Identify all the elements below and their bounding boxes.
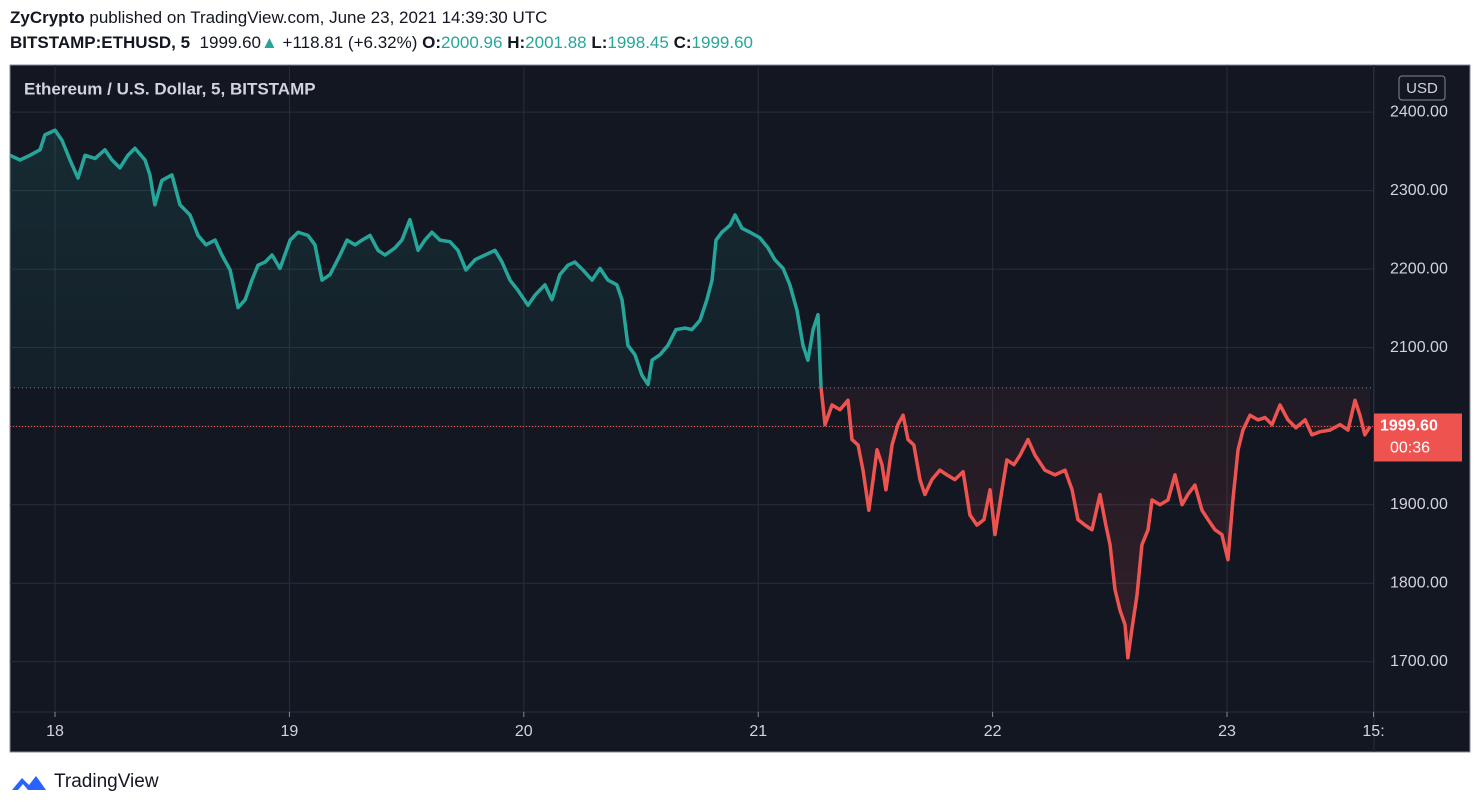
x-tick-label: 18	[46, 723, 64, 740]
author: ZyCrypto	[10, 8, 85, 27]
close: 1999.60	[691, 33, 753, 52]
symbol: BITSTAMP:ETHUSD, 5	[10, 33, 191, 52]
y-tick-label: 2100.00	[1390, 339, 1448, 356]
publish-line: ZyCrypto published on TradingView.com, J…	[10, 8, 547, 28]
up-arrow: ▲	[260, 33, 278, 52]
published: published on TradingView.com, June 23, 2…	[89, 8, 548, 27]
y-tick-label: 1800.00	[1390, 574, 1448, 591]
area	[10, 130, 1371, 658]
low-label: L:	[591, 33, 608, 52]
logo	[12, 776, 46, 790]
unit-box	[1398, 75, 1446, 101]
y-tick-label: 2300.00	[1390, 182, 1448, 199]
last-price-label: 1999.60	[1380, 418, 1438, 435]
quote-line: BITSTAMP:ETHUSD, 5 1999.60▲ +118.81 (+6.…	[10, 33, 753, 53]
x-tick-label: 22	[984, 723, 1002, 740]
unit-label: USD	[1406, 80, 1438, 97]
low: 1998.45	[607, 33, 669, 52]
y-tick-label: 1900.00	[1390, 496, 1448, 513]
price: 1999.60	[199, 33, 261, 52]
brand: TradingView	[54, 771, 159, 792]
high-label: H:	[507, 33, 526, 52]
close-label: C:	[673, 33, 692, 52]
x-tick-label: 20	[515, 723, 533, 740]
open: 2000.96	[441, 33, 503, 52]
last-price-box	[1374, 413, 1462, 462]
y-tick-label: 2200.00	[1390, 260, 1448, 277]
y-tick-label: 1700.00	[1390, 653, 1448, 670]
price-line	[9, 128, 1372, 660]
x-tick-label: 19	[281, 723, 299, 740]
open-label: O:	[422, 33, 442, 52]
change: +118.81 (+6.32%)	[282, 33, 418, 52]
countdown: 00:36	[1390, 440, 1430, 457]
y-tick-label: 2400.00	[1390, 103, 1448, 120]
x-tick-label: 23	[1218, 723, 1236, 740]
footer: TradingView	[10, 768, 159, 796]
chart: Ethereum / U.S. Dollar, 5, BITSTAMP USD …	[9, 64, 1471, 753]
high: 2001.88	[525, 33, 587, 52]
x-tick-label: 15:	[1362, 723, 1384, 740]
x-tick-label: 21	[749, 723, 767, 740]
chart-title: Ethereum / U.S. Dollar, 5, BITSTAMP	[24, 79, 316, 98]
